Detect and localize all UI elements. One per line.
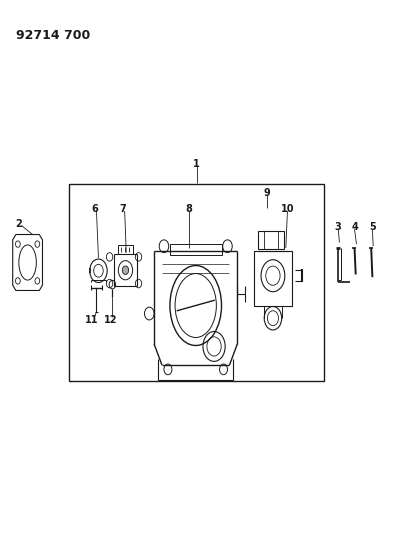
Bar (118, 245, 133, 254)
Text: 11: 11 (85, 315, 98, 325)
Ellipse shape (122, 266, 129, 274)
Text: 92714 700: 92714 700 (16, 29, 90, 42)
Bar (254, 251, 292, 306)
Text: 4: 4 (351, 222, 358, 231)
Text: 10: 10 (281, 204, 294, 214)
Text: 3: 3 (335, 222, 342, 231)
Bar (258, 231, 284, 249)
Text: 12: 12 (104, 315, 117, 325)
Text: 9: 9 (263, 188, 270, 198)
Text: 8: 8 (185, 204, 192, 214)
Bar (170, 244, 222, 255)
Text: 6: 6 (91, 204, 98, 214)
Bar (69, 184, 324, 381)
Polygon shape (13, 235, 42, 290)
Text: 7: 7 (119, 204, 127, 214)
Text: 1: 1 (193, 159, 200, 169)
Text: 2: 2 (15, 219, 23, 229)
Text: 5: 5 (369, 222, 376, 231)
